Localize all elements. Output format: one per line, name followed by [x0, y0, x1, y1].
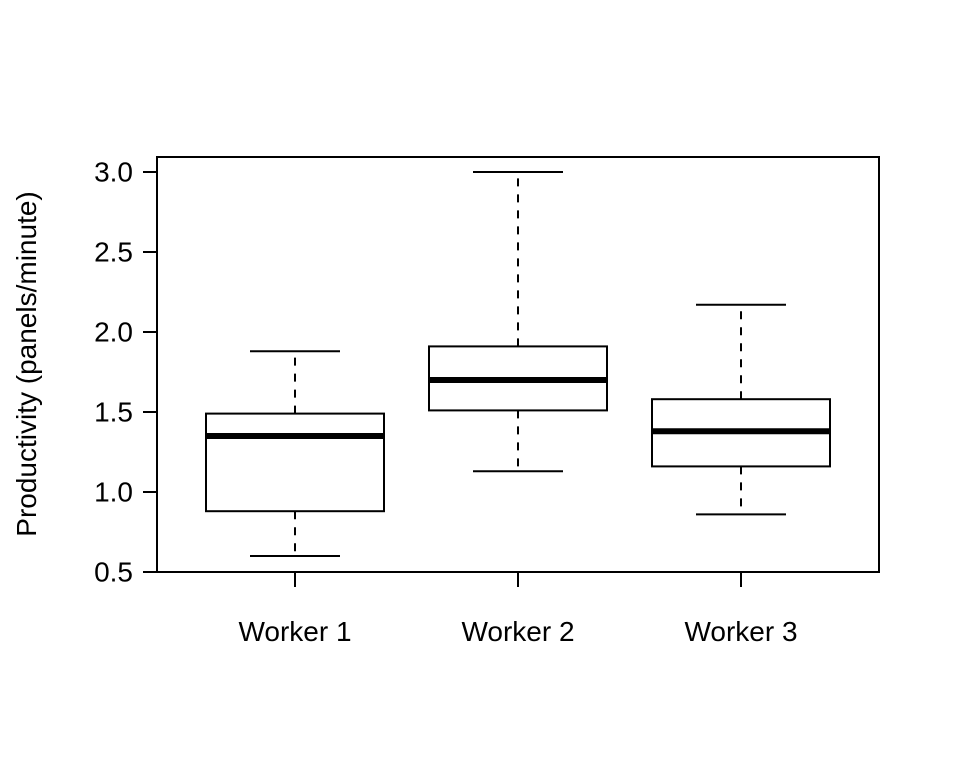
- box-2: [428, 171, 608, 473]
- x-category-label: Worker 1: [238, 616, 351, 647]
- y-tick-label: 0.5: [94, 557, 133, 588]
- x-axis: Worker 1 Worker 2 Worker 3: [238, 572, 798, 647]
- x-category-label: Worker 2: [461, 616, 574, 647]
- y-tick-label: 1.5: [94, 397, 133, 428]
- y-tick-label: 2.5: [94, 237, 133, 268]
- x-category-label: Worker 3: [684, 616, 797, 647]
- y-tick-label: 2.0: [94, 317, 133, 348]
- box-series: [205, 171, 831, 557]
- y-tick-label: 3.0: [94, 157, 133, 188]
- box-3: [651, 303, 831, 516]
- y-axis: 0.5 1.0 1.5 2.0 2.5 3.0: [94, 157, 157, 588]
- y-axis-title: Productivity (panels/minute): [11, 191, 42, 536]
- box-1: [205, 350, 385, 557]
- y-tick-label: 1.0: [94, 477, 133, 508]
- iqr-box: [205, 412, 385, 513]
